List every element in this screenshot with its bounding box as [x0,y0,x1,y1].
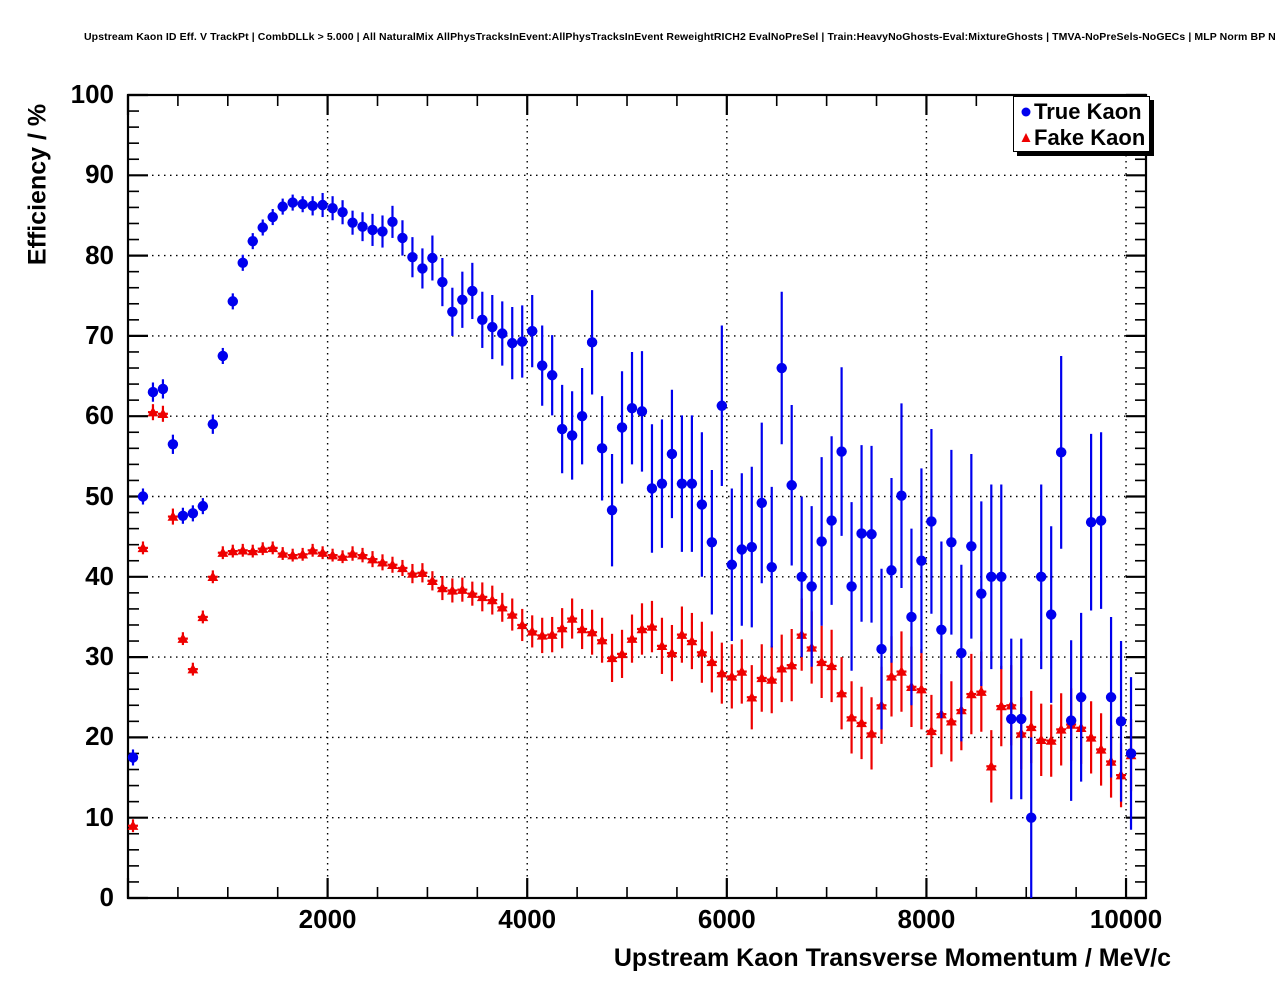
x-tick-label: 4000 [498,904,557,934]
series-true-kaon [127,192,1137,898]
legend[interactable]: True Kaon Fake Kaon [1013,96,1150,152]
legend-entry-fake-kaon[interactable]: Fake Kaon [1018,125,1145,151]
legend-label-fake-kaon: Fake Kaon [1034,125,1146,150]
axis-ticks [126,93,1146,900]
x-tick-label: 8000 [897,904,956,934]
y-tick-label: 70 [85,319,114,350]
y-tick-label: 30 [85,641,114,672]
y-tick-label: 90 [85,159,114,190]
legend-entry-true-kaon[interactable]: True Kaon [1018,99,1142,125]
y-tick-label: 50 [85,480,114,511]
circle-marker-icon [1018,101,1034,123]
triangle-marker-icon [1018,127,1034,149]
x-tick-label: 10000 [1089,904,1163,934]
y-tick-label: 40 [85,560,114,591]
grid-lines [128,94,1146,898]
y-tick-label: 60 [85,400,114,431]
y-tick-label: 100 [70,79,114,109]
x-tick-label: 2000 [298,904,357,934]
x-tick-label: 6000 [697,904,756,934]
page-title: Upstream Kaon ID Eff. V TrackPt | CombDL… [84,31,1276,43]
y-tick-label: 0 [99,882,114,912]
series-fake-kaon [127,404,1137,833]
x-axis-title: Upstream Kaon Transverse Momentum / MeV/… [613,944,1171,972]
y-tick-label: 80 [85,239,114,270]
y-tick-label: 10 [85,801,114,832]
y-tick-label: 20 [85,721,114,752]
legend-label-true-kaon: True Kaon [1034,99,1142,124]
